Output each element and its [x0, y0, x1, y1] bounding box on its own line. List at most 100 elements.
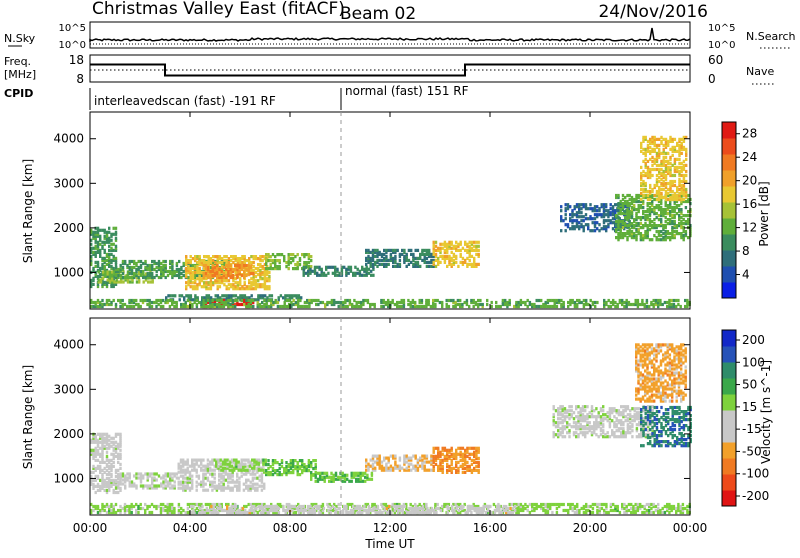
heat-cell: [131, 503, 133, 506]
heat-cell: [562, 219, 564, 222]
heat-cell: [560, 205, 562, 208]
heat-cell: [649, 202, 651, 205]
heat-cell: [645, 182, 647, 185]
heat-cell: [272, 467, 274, 470]
heat-cell: [140, 270, 142, 273]
heat-cell: [417, 261, 419, 264]
heat-cell: [214, 255, 216, 258]
heat-cell: [261, 305, 263, 308]
heat-cell: [374, 503, 376, 506]
heat-cell: [640, 172, 642, 175]
heat-cell: [656, 190, 658, 193]
heat-cell: [117, 453, 119, 456]
heat-cell: [97, 241, 99, 244]
heat-cell: [385, 463, 387, 466]
heat-cell: [633, 204, 635, 207]
heat-cell: [622, 220, 624, 223]
heat-cell: [249, 461, 251, 464]
heat-cell: [434, 303, 436, 306]
heat-cell: [673, 303, 675, 306]
heat-cell: [214, 473, 216, 476]
heat-cell: [437, 257, 439, 260]
heat-cell: [421, 305, 423, 308]
heat-cell: [683, 174, 685, 177]
heat-cell: [381, 465, 383, 468]
heat-cell: [433, 465, 435, 468]
heat-cell: [108, 471, 110, 474]
heat-cell: [172, 294, 174, 297]
heat-cell: [683, 198, 685, 201]
heat-cell: [665, 230, 667, 233]
heat-cell: [92, 471, 94, 474]
heat-cell: [248, 257, 250, 260]
heat-cell: [338, 503, 340, 506]
heat-cell: [681, 180, 683, 183]
heat-cell: [211, 481, 213, 484]
heat-cell: [594, 301, 596, 304]
heat-cell: [149, 505, 151, 508]
heat-cell: [115, 257, 117, 260]
heat-cell: [363, 274, 365, 277]
heat-cell: [142, 299, 144, 302]
heat-cell: [631, 230, 633, 233]
heat-cell: [229, 481, 231, 484]
heat-cell: [225, 264, 227, 267]
heat-cell: [316, 266, 318, 269]
heat-cell: [415, 465, 417, 468]
heat-cell: [185, 281, 187, 284]
heat-cell: [92, 231, 94, 234]
heat-cell: [328, 480, 330, 483]
heat-cell: [672, 190, 674, 193]
heat-cell: [560, 215, 562, 218]
heat-cell: [430, 469, 432, 472]
heat-cell: [211, 469, 213, 472]
heat-cell: [469, 457, 471, 460]
heat-cell: [677, 303, 679, 306]
heat-cell: [615, 224, 617, 227]
heat-cell: [234, 485, 236, 488]
heat-cell: [106, 481, 108, 484]
heat-cell: [337, 476, 339, 479]
heat-cell: [227, 270, 229, 273]
heat-cell: [190, 285, 192, 288]
heat-cell: [252, 477, 254, 480]
heat-cell: [633, 218, 635, 221]
heat-cell: [385, 263, 387, 266]
heat-cell: [296, 294, 298, 297]
heat-cell: [665, 224, 667, 227]
heat-cell: [399, 465, 401, 468]
heat-cell: [142, 270, 144, 273]
heat-cell: [475, 241, 477, 244]
heat-cell: [110, 253, 112, 256]
heat-cell: [113, 447, 115, 450]
heat-cell: [435, 249, 437, 252]
heat-cell: [672, 180, 674, 183]
heat-cell: [412, 455, 414, 458]
heat-cell: [674, 158, 676, 161]
heat-cell: [406, 265, 408, 268]
heat-cell: [669, 236, 671, 239]
heat-cell: [451, 263, 453, 266]
heat-cell: [451, 447, 453, 450]
heat-cell: [113, 249, 115, 252]
heat-cell: [314, 266, 316, 269]
heat-cell: [165, 260, 167, 263]
heat-cell: [676, 204, 678, 207]
heat-cell: [155, 305, 157, 308]
heat-cell: [312, 474, 314, 477]
heat-cell: [629, 194, 631, 197]
heat-cell: [223, 475, 225, 478]
heat-cell: [104, 471, 106, 474]
heat-cell: [671, 220, 673, 223]
heat-cell: [681, 142, 683, 145]
heat-cell: [135, 299, 137, 302]
heat-cell: [433, 261, 435, 264]
heat-cell: [187, 503, 189, 506]
heat-cell: [428, 299, 430, 302]
heat-cell: [199, 255, 201, 258]
heat-cell: [97, 459, 99, 462]
heat-cell: [203, 281, 205, 284]
heat-cell: [318, 274, 320, 277]
heat-cell: [654, 148, 656, 151]
heat-cell: [290, 261, 292, 264]
